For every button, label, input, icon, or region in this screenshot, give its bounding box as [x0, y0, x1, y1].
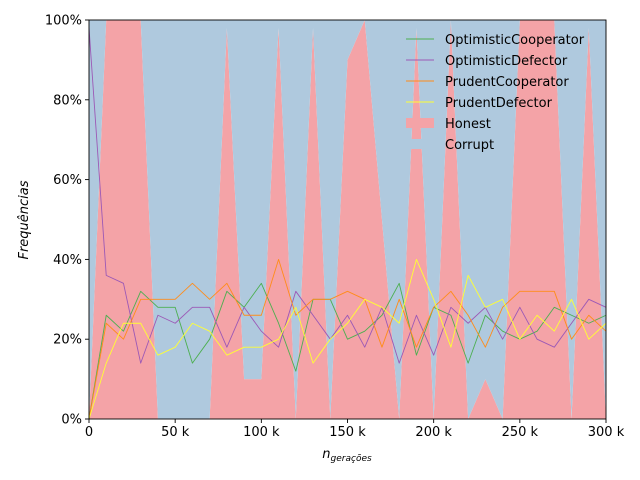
- legend-label-honest: Honest: [445, 117, 491, 132]
- x-axis-label-subscript: gerações: [331, 454, 372, 464]
- legend: OptimisticCooperator OptimisticDefector Pr…: [406, 33, 585, 153]
- x-tick-label: 50 k: [161, 425, 190, 440]
- legend-swatch-corrupt: [406, 139, 434, 149]
- legend-label-corrupt: Corrupt: [445, 138, 494, 153]
- x-tick-label: 250 k: [502, 425, 539, 440]
- y-tick-label: 100%: [45, 14, 82, 29]
- y-axis-label: Frequências: [17, 180, 32, 259]
- legend-swatch-honest: [406, 118, 434, 128]
- stacked-areas: [89, 20, 606, 419]
- line-optimistic-defector: [89, 27, 606, 364]
- x-tick-label: 100 k: [243, 425, 280, 440]
- legend-label-optimistic-defector: OptimisticDefector: [445, 54, 568, 69]
- y-axis-ticks: 0% 20% 40% 60% 80% 100%: [45, 14, 89, 428]
- x-axis-label: ngerações: [322, 447, 372, 464]
- y-tick-label: 40%: [53, 253, 82, 268]
- legend-label-prudent-defector: PrudentDefector: [445, 96, 553, 111]
- x-axis-ticks: 0 50 k 100 k 150 k 200 k 250 k 300 k: [85, 419, 625, 440]
- y-tick-label: 60%: [53, 173, 82, 188]
- x-tick-label: 300 k: [588, 425, 625, 440]
- legend-label-prudent-cooperator: PrudentCooperator: [445, 75, 569, 90]
- series-lines: [89, 27, 606, 419]
- x-tick-label: 150 k: [329, 425, 366, 440]
- area-honest: [89, 20, 606, 419]
- line-prudent-defector: [89, 258, 606, 419]
- x-tick-label: 0: [85, 425, 93, 440]
- y-tick-label: 80%: [53, 93, 82, 108]
- legend-label-optimistic-cooperator: OptimisticCooperator: [445, 33, 585, 48]
- y-tick-label: 20%: [53, 333, 82, 348]
- area-corrupt: [89, 20, 606, 419]
- line-prudent-cooperator: [89, 258, 606, 419]
- y-tick-label: 0%: [61, 413, 82, 428]
- x-tick-label: 200 k: [415, 425, 452, 440]
